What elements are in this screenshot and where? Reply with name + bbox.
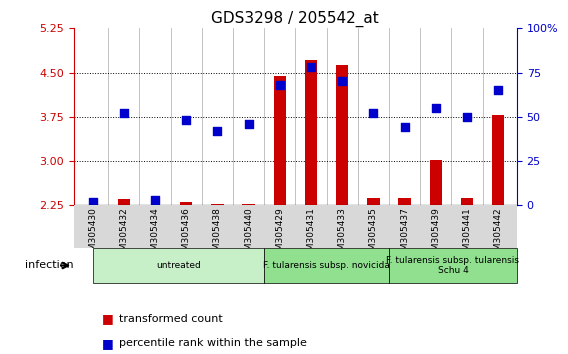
- Text: GSM305431: GSM305431: [307, 207, 315, 262]
- Point: [369, 110, 378, 116]
- Bar: [118, 199, 130, 205]
- Text: GSM305429: GSM305429: [275, 207, 284, 262]
- Bar: [336, 65, 348, 205]
- Text: GSM305437: GSM305437: [400, 207, 409, 262]
- Point: [213, 128, 222, 134]
- Bar: [398, 198, 411, 205]
- Bar: [492, 115, 504, 205]
- Point: [88, 199, 97, 205]
- Text: GSM305439: GSM305439: [431, 207, 440, 262]
- FancyBboxPatch shape: [93, 248, 264, 283]
- Point: [431, 105, 440, 111]
- Text: untreated: untreated: [156, 261, 201, 270]
- Text: GSM305432: GSM305432: [119, 207, 128, 262]
- Point: [400, 125, 409, 130]
- Point: [306, 64, 315, 70]
- Bar: [274, 75, 286, 205]
- Point: [494, 87, 503, 93]
- Point: [275, 82, 285, 88]
- Point: [337, 79, 346, 84]
- Text: GSM305435: GSM305435: [369, 207, 378, 262]
- Bar: [429, 160, 442, 205]
- Bar: [243, 204, 255, 205]
- Bar: [180, 202, 193, 205]
- Point: [182, 118, 191, 123]
- Text: GSM305441: GSM305441: [462, 207, 471, 262]
- Point: [462, 114, 471, 120]
- FancyBboxPatch shape: [264, 248, 389, 283]
- FancyBboxPatch shape: [389, 248, 517, 283]
- Text: GSM305442: GSM305442: [494, 207, 503, 262]
- Point: [244, 121, 253, 127]
- Text: ■: ■: [102, 312, 114, 325]
- Bar: [367, 198, 379, 205]
- Bar: [211, 204, 224, 205]
- Text: GSM305430: GSM305430: [88, 207, 97, 262]
- Text: GSM305433: GSM305433: [337, 207, 346, 262]
- Text: percentile rank within the sample: percentile rank within the sample: [119, 338, 307, 348]
- Text: infection: infection: [24, 261, 73, 270]
- Bar: [461, 198, 473, 205]
- Text: transformed count: transformed count: [119, 314, 223, 324]
- Point: [151, 197, 160, 203]
- Text: GSM305438: GSM305438: [213, 207, 222, 262]
- Text: ■: ■: [102, 337, 114, 350]
- Text: GSM305434: GSM305434: [151, 207, 160, 262]
- Text: GSM305440: GSM305440: [244, 207, 253, 262]
- Text: F. tularensis subsp. tularensis
Schu 4: F. tularensis subsp. tularensis Schu 4: [386, 256, 519, 275]
- Text: GSM305436: GSM305436: [182, 207, 191, 262]
- Point: [119, 110, 128, 116]
- Text: F. tularensis subsp. novicida: F. tularensis subsp. novicida: [263, 261, 390, 270]
- Bar: [304, 59, 317, 205]
- Title: GDS3298 / 205542_at: GDS3298 / 205542_at: [211, 11, 379, 27]
